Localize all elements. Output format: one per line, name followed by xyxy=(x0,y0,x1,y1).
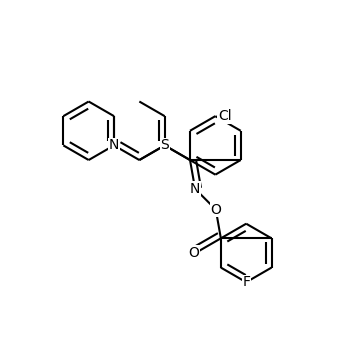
Text: O: O xyxy=(188,246,199,260)
Text: S: S xyxy=(160,138,169,152)
Text: N: N xyxy=(109,138,119,152)
Text: F: F xyxy=(242,275,250,289)
Text: O: O xyxy=(210,202,221,217)
Text: Cl: Cl xyxy=(218,109,232,123)
Text: N: N xyxy=(190,182,200,196)
